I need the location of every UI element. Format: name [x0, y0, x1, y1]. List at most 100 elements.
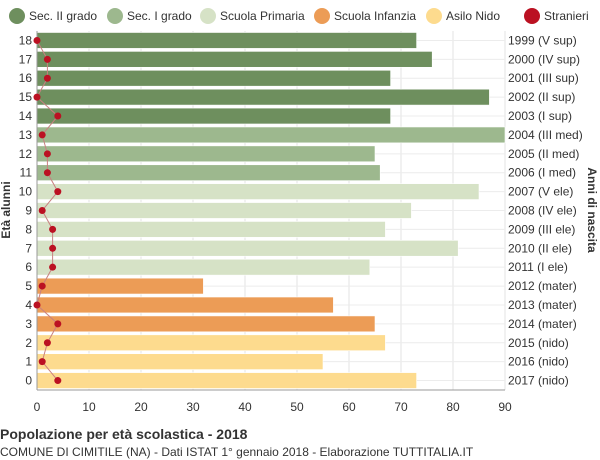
stranieri-point	[54, 188, 62, 196]
bar	[36, 334, 386, 352]
stranieri-point	[49, 263, 57, 271]
age-tick-label: 12	[19, 147, 33, 161]
age-tick-label: 13	[19, 128, 33, 142]
bar	[36, 277, 204, 295]
age-tick-label: 0	[25, 374, 32, 388]
stranieri-point	[54, 320, 62, 328]
x-tick-label: 50	[290, 400, 304, 414]
bar	[36, 258, 371, 276]
age-tick-label: 8	[25, 222, 32, 236]
birth-year-label: 2004 (III med)	[508, 128, 583, 142]
bar	[36, 202, 412, 219]
legend-label: Stranieri	[544, 9, 589, 23]
age-tick-label: 7	[25, 241, 32, 255]
birth-year-label: 2007 (V ele)	[508, 185, 573, 199]
stranieri-point	[49, 225, 57, 233]
bar	[36, 183, 480, 200]
birth-year-label: 2000 (IV sup)	[508, 52, 580, 66]
birth-year-label: 2010 (II ele)	[508, 241, 572, 255]
x-tick-label: 0	[34, 400, 41, 414]
legend-marker	[107, 8, 123, 24]
bar	[36, 126, 506, 144]
age-tick-label: 2	[25, 336, 32, 350]
birth-year-label: 2013 (mater)	[508, 298, 577, 312]
stranieri-point	[54, 377, 62, 385]
birth-year-label: 2014 (mater)	[508, 317, 577, 331]
y-axis-title-right: Anni di nascita	[585, 167, 599, 253]
age-tick-label: 14	[19, 109, 33, 123]
age-tick-label: 3	[25, 317, 32, 331]
bar	[36, 164, 381, 181]
x-tick-label: 80	[446, 400, 460, 414]
legend-marker	[426, 8, 442, 24]
x-tick-label: 90	[498, 400, 512, 414]
age-tick-label: 11	[20, 166, 33, 180]
stranieri-point	[38, 207, 46, 214]
stranieri-point	[38, 131, 46, 139]
age-tick-label: 1	[25, 355, 32, 369]
bar	[36, 296, 334, 314]
age-tick-label: 16	[19, 71, 33, 85]
stranieri-point	[49, 244, 57, 252]
x-tick-label: 20	[134, 400, 148, 414]
birth-year-label: 2008 (IV ele)	[508, 204, 577, 218]
bar	[36, 32, 417, 49]
age-tick-label: 10	[19, 185, 33, 199]
bar	[36, 315, 376, 333]
age-tick-label: 4	[25, 298, 32, 312]
stranieri-point	[43, 169, 51, 177]
birth-year-label: 1999 (V sup)	[508, 33, 577, 47]
birth-year-label: 2009 (III ele)	[508, 222, 575, 236]
legend-label: Sec. I grado	[127, 9, 192, 23]
bar	[36, 372, 417, 389]
x-tick-label: 30	[186, 400, 200, 414]
legend-label: Scuola Primaria	[220, 9, 305, 23]
bar	[36, 240, 459, 257]
stranieri-point	[43, 55, 51, 63]
x-tick-label: 60	[342, 400, 356, 414]
age-tick-label: 9	[25, 204, 32, 218]
stranieri-point	[43, 150, 51, 158]
x-tick-label: 10	[82, 400, 96, 414]
birth-year-label: 2017 (nido)	[508, 374, 569, 388]
birth-year-label: 2012 (mater)	[508, 279, 577, 293]
birth-year-label: 2006 (I med)	[508, 166, 576, 180]
bar	[36, 353, 324, 370]
stranieri-point	[33, 93, 41, 101]
age-tick-label: 6	[25, 260, 32, 274]
chart-footer-subtitle: COMUNE DI CIMITILE (NA) - Dati ISTAT 1° …	[0, 445, 474, 459]
birth-year-label: 2003 (I sup)	[508, 109, 572, 123]
bar	[36, 51, 433, 68]
birth-year-label: 2005 (II med)	[508, 147, 579, 161]
bar	[36, 145, 376, 163]
birth-year-label: 2015 (nido)	[508, 336, 569, 350]
birth-year-label: 2016 (nido)	[508, 355, 569, 369]
age-tick-label: 18	[19, 33, 33, 47]
stranieri-point	[38, 358, 46, 366]
chart-footer-title: Popolazione per età scolastica - 2018	[0, 426, 248, 442]
y-axis-title-left: Età alunni	[0, 181, 13, 238]
age-tick-label: 5	[25, 279, 32, 293]
age-tick-label: 17	[19, 52, 33, 66]
legend-label: Scuola Infanzia	[334, 9, 416, 23]
stranieri-point	[33, 301, 41, 309]
legend-marker	[9, 8, 25, 24]
birth-year-label: 2011 (I ele)	[508, 260, 568, 274]
bar	[36, 88, 490, 106]
age-tick-label: 15	[19, 90, 33, 104]
birth-year-label: 2001 (III sup)	[508, 71, 579, 85]
legend-label: Sec. II grado	[29, 9, 97, 23]
stranieri-point	[43, 74, 51, 82]
bar	[36, 69, 391, 87]
legend-label: Asilo Nido	[446, 9, 500, 23]
legend-marker	[524, 8, 540, 24]
bar	[36, 107, 391, 125]
x-tick-label: 40	[238, 400, 252, 414]
stranieri-point	[33, 36, 41, 44]
birth-year-label: 2002 (II sup)	[508, 90, 575, 104]
stranieri-point	[38, 282, 46, 290]
bar	[36, 221, 386, 238]
stranieri-point	[54, 112, 62, 120]
legend-marker	[200, 8, 216, 24]
